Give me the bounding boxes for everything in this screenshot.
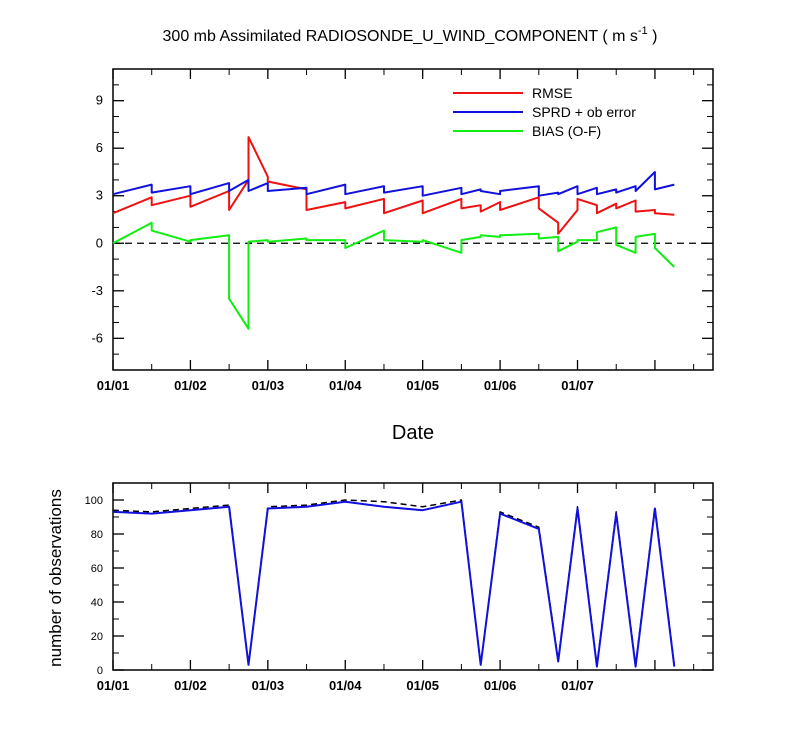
- top-axis-ticks: 01/01 01/02 01/03 01/04 01/05 01/06 01/07 -6 -3 0…: [91, 68, 713, 393]
- top-ytick-label: -3: [91, 283, 103, 298]
- bottom-ytick-label: 40: [91, 597, 103, 609]
- bottom-series-possible-observations: [112, 499, 676, 666]
- legend-label: RMSE: [532, 85, 572, 101]
- top-xtick-label: 01/07: [561, 378, 594, 393]
- legend: RMSE SPRD + ob error BIAS (O-F): [453, 85, 636, 139]
- chart-title: 300 mb Assimilated RADIOSONDE_U_WIND_COM…: [163, 25, 658, 45]
- legend-label: BIAS (O-F): [532, 123, 601, 139]
- bottom-axis-ticks: 01/01 01/02 01/03 01/04 01/05 01/06 01/07 0 20 40…: [85, 482, 713, 693]
- bottom-ytick-label: 20: [91, 631, 103, 643]
- bottom-ytick-label: 80: [91, 529, 103, 541]
- bottom-ytick-label: 0: [97, 665, 103, 677]
- legend-label: SPRD + ob error: [532, 104, 636, 120]
- bottom-ytick-label: 100: [85, 495, 103, 507]
- top-plot: 01/01 01/02 01/03 01/04 01/05 01/06 01/07 -6 -3 0…: [91, 68, 714, 393]
- y-axis-title: number of observations: [46, 489, 65, 667]
- bottom-plot-frame: [112, 482, 714, 671]
- bottom-xtick-label: 01/02: [174, 678, 207, 693]
- bottom-xtick-label: 01/05: [406, 678, 439, 693]
- bottom-xtick-label: 01/01: [97, 678, 130, 693]
- top-xtick-label: 01/02: [174, 378, 207, 393]
- top-series-sprd-ob-error: [112, 171, 675, 197]
- bottom-xtick-label: 01/03: [252, 678, 285, 693]
- bottom-xtick-label: 01/04: [329, 678, 362, 693]
- top-series-bias-o-f: [112, 221, 675, 330]
- bottom-series-used-observations: [112, 500, 676, 668]
- x-axis-title: Date: [392, 422, 434, 444]
- top-ytick-label: -6: [91, 330, 103, 345]
- top-ytick-label: 3: [96, 188, 103, 203]
- bottom-xtick-label: 01/07: [561, 678, 594, 693]
- top-xtick-label: 01/03: [252, 378, 285, 393]
- top-xtick-label: 01/05: [406, 378, 439, 393]
- top-plot-frame: [112, 68, 714, 371]
- top-xtick-label: 01/01: [97, 378, 130, 393]
- top-ytick-label: 9: [96, 93, 103, 108]
- bottom-series-group: [112, 499, 676, 668]
- top-ytick-label: 0: [96, 235, 103, 250]
- top-ytick-label: 6: [96, 140, 103, 155]
- bottom-plot: 01/01 01/02 01/03 01/04 01/05 01/06 01/07 0 20 40…: [85, 482, 714, 693]
- bottom-ytick-label: 60: [91, 563, 103, 575]
- top-series-rmse: [112, 136, 675, 235]
- bottom-xtick-label: 01/06: [484, 678, 517, 693]
- top-xtick-label: 01/06: [484, 378, 517, 393]
- top-xtick-label: 01/04: [329, 378, 362, 393]
- top-series-group: [112, 136, 675, 330]
